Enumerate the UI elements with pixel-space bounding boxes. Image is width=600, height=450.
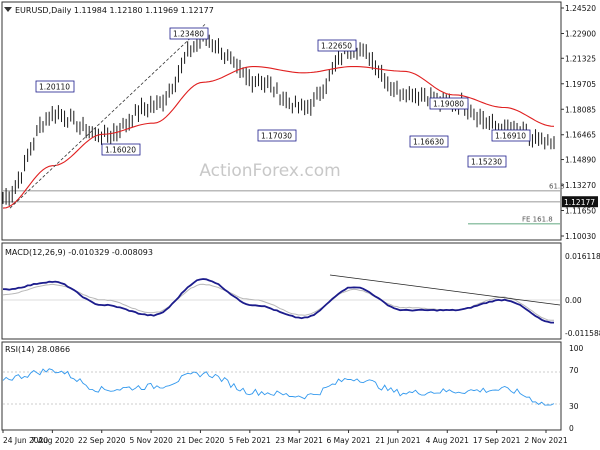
swing-label: 1.16910 — [495, 132, 526, 141]
date-tick-label: 5 Feb 2021 — [229, 436, 271, 445]
price-header: EURUSD,Daily 1.11984 1.12180 1.11969 1.1… — [15, 6, 214, 15]
fib-618-label: 61.8 — [549, 182, 565, 190]
swing-label: 1.23480 — [173, 30, 204, 39]
macd-tick-label: 0.016118 — [565, 252, 600, 261]
rsi-line — [2, 368, 555, 406]
macd-tick-label: -0.011588 — [565, 329, 600, 338]
price-tick-label: 1.22900 — [565, 29, 596, 38]
dropdown-arrow-icon — [4, 7, 12, 12]
swing-label-box — [169, 27, 209, 40]
moving-average-line — [2, 65, 555, 209]
price-plot — [2, 24, 555, 209]
price-tick-label: 1.16465 — [565, 131, 596, 140]
swing-label: 1.20110 — [39, 83, 70, 92]
rsi-tick-label: 100 — [569, 344, 584, 353]
rsi-panel-frame — [1, 341, 562, 431]
date-tick-label: 6 May 2021 — [326, 436, 370, 445]
current-price-label: 1.12177 — [564, 198, 595, 207]
current-price-box — [562, 196, 598, 208]
price-tick-label: 1.13270 — [565, 181, 596, 190]
macd-signal-line — [2, 283, 555, 321]
date-tick-label: 17 Sep 2021 — [473, 436, 521, 445]
swing-label-box — [467, 155, 507, 168]
rsi-tick-label: 0 — [569, 424, 574, 433]
price-tick-label: 1.21325 — [565, 54, 596, 63]
swing-label-box — [429, 97, 469, 110]
swing-label-box — [409, 135, 449, 148]
date-tick-label: 23 Mar 2021 — [275, 436, 323, 445]
swing-label: 1.15230 — [471, 158, 502, 167]
date-tick-label: 24 Jun 2020 — [3, 436, 48, 445]
price-tick-label: 1.18085 — [565, 105, 596, 114]
macd-trendline — [329, 274, 561, 306]
macd-tick-label: 0.00 — [565, 296, 582, 305]
price-tick-label: 1.24520 — [565, 4, 596, 13]
swing-label-box — [35, 80, 75, 93]
macd-panel-frame — [1, 242, 562, 340]
date-tick-label: 22 Sep 2020 — [78, 436, 126, 445]
swing-label: 1.16630 — [413, 138, 444, 147]
date-tick-label: 7 Aug 2020 — [31, 436, 74, 445]
rsi-plot: 100 70 30 0 — [2, 344, 584, 433]
dashed-trendline — [9, 24, 206, 209]
watermark-text: ActionForex.com — [199, 161, 340, 181]
price-panel-frame — [1, 1, 562, 241]
price-tick-label: 1.11650 — [565, 207, 596, 216]
price-tick-label: 1.19705 — [565, 80, 596, 89]
macd-plot: 0.016118 0.00 -0.011588 — [2, 252, 600, 338]
date-tick-label: 4 Aug 2021 — [426, 436, 469, 445]
swing-label: 1.19080 — [433, 100, 464, 109]
swing-labels: 1.20110 1.23480 1.22650 1.16020 1.17030 1.190… — [35, 27, 531, 168]
date-tick-label: 21 Jun 2021 — [375, 436, 420, 445]
price-levels: 61.8 FE 161.8 1.12177 — [3, 182, 598, 225]
rsi-tick-label: 70 — [569, 366, 579, 375]
swing-label-box — [257, 129, 297, 142]
swing-label: 1.22650 — [321, 42, 352, 51]
price-tick-label: 1.10030 — [565, 232, 596, 241]
swing-label-box — [101, 143, 141, 156]
fe-1618-label: FE 161.8 — [522, 216, 553, 224]
price-tick-label: 1.14890 — [565, 156, 596, 165]
price-axis-ticks: 1.24520 1.22900 1.21325 1.19705 1.18085 1.164… — [561, 4, 596, 241]
date-tick-label: 5 Nov 2020 — [129, 436, 172, 445]
macd-header: MACD(12,26,9) -0.010329 -0.008093 — [5, 248, 153, 257]
swing-label-box — [317, 39, 357, 52]
swing-label: 1.17030 — [261, 132, 292, 141]
rsi-tick-label: 30 — [569, 402, 579, 411]
swing-label-box — [491, 129, 531, 142]
macd-line — [2, 278, 554, 324]
date-tick-label: 2 Nov 2021 — [524, 436, 567, 445]
swing-label: 1.16020 — [105, 146, 136, 155]
date-tick-label: 21 Dec 2020 — [176, 436, 224, 445]
rsi-header: RSI(14) 28.0866 — [5, 345, 70, 354]
